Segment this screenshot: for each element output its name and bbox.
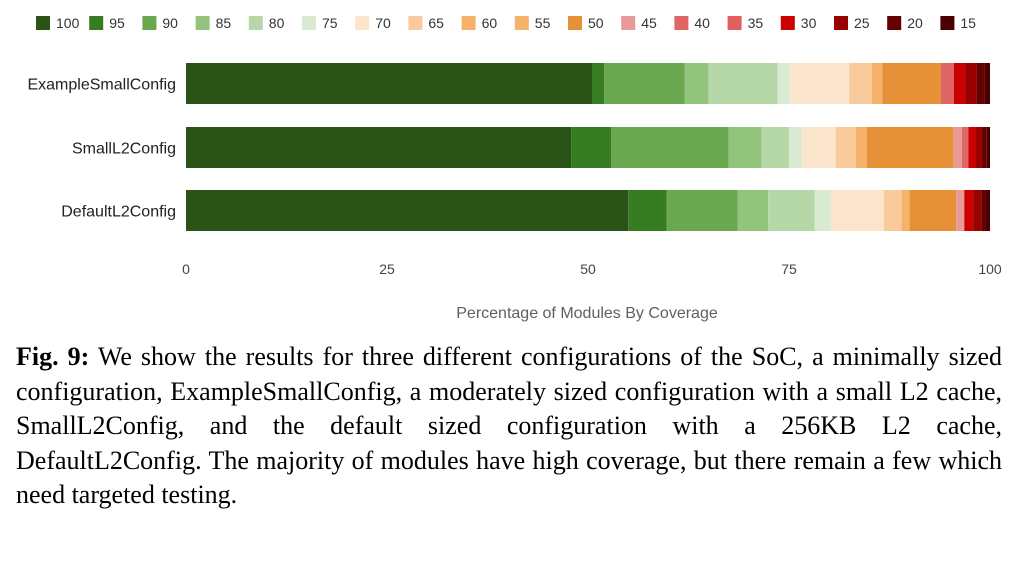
bar-segment-DefaultL2Config-65 xyxy=(883,190,902,231)
chart-bars xyxy=(186,63,990,231)
y-axis-labels: ExampleSmallConfig SmallL2Config DefaultL2… xyxy=(27,77,176,221)
bar-segment-DefaultL2Config-25 xyxy=(973,190,982,231)
legend-swatch-20 xyxy=(887,16,902,30)
bar-segment-SmallL2Config-85 xyxy=(728,127,762,168)
bar-segment-DefaultL2Config-45 xyxy=(956,190,965,231)
bar-segment-ExampleSmallConfig-25 xyxy=(965,63,977,104)
bar-segment-ExampleSmallConfig-75 xyxy=(777,63,790,104)
bar-segment-DefaultL2Config-75 xyxy=(814,190,831,231)
legend-swatch-30 xyxy=(780,16,795,30)
legend-label-25: 25 xyxy=(854,15,870,31)
bar-segment-DefaultL2Config-95 xyxy=(628,190,667,231)
caption-text: We show the results for three different … xyxy=(16,342,1002,509)
legend-swatch-70 xyxy=(355,16,370,30)
bar-segment-DefaultL2Config-20 xyxy=(981,190,986,231)
bar-segment-DefaultL2Config-30 xyxy=(964,190,974,231)
figure-caption: Fig. 9: We show the results for three di… xyxy=(16,340,1002,513)
bar-segment-SmallL2Config-20 xyxy=(981,127,987,168)
bar-segment-DefaultL2Config-100 xyxy=(186,190,629,231)
x-axis-ticks: 0 25 50 75 100 xyxy=(182,261,1002,277)
legend-swatch-75 xyxy=(302,16,316,30)
bar-segment-SmallL2Config-50 xyxy=(866,127,954,168)
bar-segment-DefaultL2Config-60 xyxy=(901,190,910,231)
bar-segment-ExampleSmallConfig-60 xyxy=(871,63,883,104)
legend-swatch-80 xyxy=(248,16,263,30)
bar-segment-ExampleSmallConfig-90 xyxy=(604,63,685,104)
x-axis-title: Percentage of Modules By Coverage xyxy=(456,305,718,322)
legend-swatch-90 xyxy=(142,16,157,30)
legend-label-60: 60 xyxy=(482,15,498,31)
bar-segment-ExampleSmallConfig-20 xyxy=(976,63,985,104)
bar-segment-SmallL2Config-90 xyxy=(611,127,729,168)
y-tick-label-ExampleSmallConfig: ExampleSmallConfig xyxy=(27,77,176,94)
legend-label-35: 35 xyxy=(748,15,764,31)
bar-segment-ExampleSmallConfig-85 xyxy=(684,63,709,104)
stacked-bar-chart: 100 95 90 85 80 75 70 65 60 55 50 45 40 35 30 25 20 15 Ex… xyxy=(27,15,1002,322)
bar-segment-ExampleSmallConfig-95 xyxy=(592,63,605,104)
bar-segment-ExampleSmallConfig-100 xyxy=(186,63,593,104)
bar-segment-DefaultL2Config-80 xyxy=(768,190,815,231)
bar-segment-ExampleSmallConfig-80 xyxy=(708,63,778,104)
figure-label: Fig. 9: xyxy=(16,342,90,371)
x-tick-label-75: 75 xyxy=(781,261,797,277)
bar-segment-DefaultL2Config-90 xyxy=(666,190,738,231)
legend-swatch-45 xyxy=(621,16,636,30)
legend-label-95: 95 xyxy=(109,15,125,31)
legend-label-55: 55 xyxy=(535,15,551,31)
legend-swatch-40 xyxy=(674,16,689,30)
legend-label-20: 20 xyxy=(907,15,923,31)
bar-segment-DefaultL2Config-50 xyxy=(909,190,957,231)
legend-label-75: 75 xyxy=(322,15,338,31)
bar-segment-ExampleSmallConfig-70 xyxy=(789,63,850,104)
bar-segment-SmallL2Config-75 xyxy=(789,127,802,168)
y-tick-label-DefaultL2Config: DefaultL2Config xyxy=(61,204,176,221)
bar-segment-SmallL2Config-60 xyxy=(855,127,867,168)
legend-swatch-60 xyxy=(461,16,476,30)
legend-label-80: 80 xyxy=(269,15,285,31)
bar-segment-SmallL2Config-15 xyxy=(986,127,990,168)
legend-label-45: 45 xyxy=(641,15,657,31)
bar-segment-DefaultL2Config-85 xyxy=(737,190,769,231)
legend-label-15: 15 xyxy=(960,15,976,31)
legend-label-90: 90 xyxy=(162,15,178,31)
bar-segment-DefaultL2Config-15 xyxy=(985,190,990,231)
bar-segment-SmallL2Config-70 xyxy=(801,127,836,168)
x-tick-label-100: 100 xyxy=(978,261,1002,277)
bar-segment-SmallL2Config-65 xyxy=(835,127,856,168)
bar-segment-ExampleSmallConfig-65 xyxy=(849,63,872,104)
x-tick-label-50: 50 xyxy=(580,261,596,277)
legend-swatch-25 xyxy=(834,16,848,30)
legend-label-85: 85 xyxy=(216,15,232,31)
legend-swatch-35 xyxy=(727,16,742,30)
legend-label-100: 100 xyxy=(56,15,80,31)
bar-segment-ExampleSmallConfig-40 xyxy=(940,63,954,104)
bar-segment-SmallL2Config-25 xyxy=(975,127,982,168)
legend-swatch-65 xyxy=(408,16,423,30)
x-tick-label-25: 25 xyxy=(379,261,395,277)
bar-segment-SmallL2Config-45 xyxy=(953,127,962,168)
legend-label-50: 50 xyxy=(588,15,604,31)
legend-label-30: 30 xyxy=(801,15,817,31)
legend-label-40: 40 xyxy=(694,15,710,31)
bar-segment-SmallL2Config-30 xyxy=(968,127,976,168)
bar-segment-SmallL2Config-100 xyxy=(186,127,572,168)
bar-segment-ExampleSmallConfig-50 xyxy=(882,63,941,104)
legend-swatch-100 xyxy=(36,16,50,30)
legend-swatch-85 xyxy=(195,16,210,30)
y-tick-label-SmallL2Config: SmallL2Config xyxy=(72,141,176,158)
legend-label-65: 65 xyxy=(428,15,444,31)
bar-segment-SmallL2Config-80 xyxy=(761,127,789,168)
bar-segment-ExampleSmallConfig-30 xyxy=(953,63,966,104)
x-tick-label-0: 0 xyxy=(182,261,190,277)
chart-legend: 100 95 90 85 80 75 70 65 60 55 50 45 40 35 30 25 20 15 xyxy=(36,15,976,31)
legend-swatch-95 xyxy=(89,16,104,30)
legend-label-70: 70 xyxy=(375,15,391,31)
legend-swatch-50 xyxy=(568,16,582,30)
bar-segment-SmallL2Config-95 xyxy=(571,127,612,168)
legend-swatch-15 xyxy=(940,16,955,30)
bar-segment-DefaultL2Config-70 xyxy=(830,190,884,231)
legend-swatch-55 xyxy=(514,16,529,30)
bar-segment-ExampleSmallConfig-15 xyxy=(984,63,990,104)
bar-segment-SmallL2Config-40 xyxy=(961,127,969,168)
